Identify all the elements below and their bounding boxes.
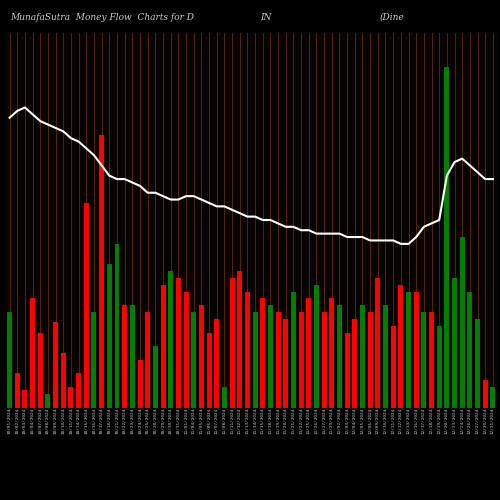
Bar (176, 278, 181, 407)
Bar (291, 292, 296, 408)
Bar (460, 237, 464, 408)
Bar (268, 305, 273, 408)
Bar (429, 312, 434, 408)
Bar (414, 292, 418, 408)
Bar (482, 380, 488, 407)
Bar (68, 387, 73, 407)
Bar (390, 326, 396, 407)
Bar (422, 312, 426, 408)
Bar (322, 312, 326, 408)
Bar (406, 292, 411, 408)
Bar (15, 374, 20, 408)
Bar (368, 312, 372, 408)
Text: IN: IN (260, 12, 272, 22)
Bar (284, 319, 288, 408)
Bar (84, 203, 89, 408)
Bar (107, 264, 112, 408)
Bar (206, 332, 212, 407)
Bar (130, 305, 135, 408)
Bar (490, 387, 496, 407)
Text: MunafaSutra  Money Flow  Charts for D: MunafaSutra Money Flow Charts for D (10, 12, 194, 22)
Bar (314, 285, 319, 408)
Bar (352, 319, 358, 408)
Bar (168, 271, 173, 407)
Bar (444, 66, 450, 407)
Bar (22, 390, 28, 407)
Bar (475, 319, 480, 408)
Bar (122, 305, 127, 408)
Bar (153, 346, 158, 408)
Bar (76, 374, 81, 408)
Bar (468, 292, 472, 408)
Bar (260, 298, 266, 408)
Bar (145, 312, 150, 408)
Bar (160, 285, 166, 408)
Bar (53, 322, 58, 408)
Bar (383, 305, 388, 408)
Bar (99, 135, 104, 407)
Bar (46, 394, 51, 407)
Bar (191, 312, 196, 408)
Bar (222, 387, 227, 407)
Text: (Dine: (Dine (380, 12, 405, 22)
Bar (61, 353, 66, 408)
Bar (398, 285, 404, 408)
Bar (436, 326, 442, 407)
Bar (38, 332, 43, 407)
Bar (452, 278, 457, 407)
Bar (7, 312, 12, 408)
Bar (330, 298, 334, 408)
Bar (298, 312, 304, 408)
Bar (114, 244, 119, 408)
Bar (306, 298, 312, 408)
Bar (337, 305, 342, 408)
Bar (245, 292, 250, 408)
Bar (184, 292, 188, 408)
Bar (360, 305, 365, 408)
Bar (276, 312, 280, 408)
Bar (344, 332, 350, 407)
Bar (252, 312, 258, 408)
Bar (30, 298, 35, 408)
Bar (199, 305, 204, 408)
Bar (92, 312, 96, 408)
Bar (237, 271, 242, 407)
Bar (376, 278, 380, 407)
Bar (230, 278, 234, 407)
Bar (214, 319, 219, 408)
Bar (138, 360, 142, 408)
